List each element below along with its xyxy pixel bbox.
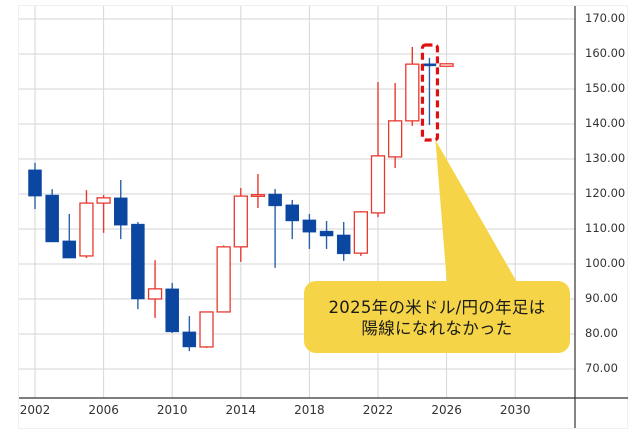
candle-body-down bbox=[285, 204, 299, 222]
callout-bubble bbox=[304, 281, 570, 353]
candle-body-down bbox=[45, 194, 59, 243]
callout-line-2: 陽線になれなかった bbox=[361, 319, 513, 338]
candle-body-up bbox=[387, 120, 403, 158]
x-tick-label: 2022 bbox=[362, 403, 394, 417]
y-tick-label: 170.00 bbox=[585, 11, 626, 25]
candle-body-up bbox=[233, 195, 248, 248]
y-tick-label: 110.00 bbox=[585, 221, 626, 235]
candle-body-down bbox=[336, 234, 351, 255]
x-tick-label: 2006 bbox=[88, 403, 119, 417]
y-tick-label: 80.00 bbox=[585, 326, 618, 340]
y-tick-label: 100.00 bbox=[585, 256, 626, 270]
x-tick-label: 2018 bbox=[294, 403, 325, 417]
x-tick-label: 2002 bbox=[19, 403, 51, 417]
candle-body-up bbox=[96, 197, 111, 204]
y-tick-label: 140.00 bbox=[585, 116, 626, 130]
candle-body-up bbox=[439, 63, 454, 67]
candle-body-up bbox=[147, 288, 163, 300]
candle-body-down bbox=[182, 331, 197, 348]
y-tick-label: 160.00 bbox=[585, 46, 626, 60]
callout-pointer bbox=[435, 140, 522, 290]
candle-body-up bbox=[199, 311, 214, 348]
candle-body-down bbox=[268, 193, 282, 207]
candle-body-up bbox=[250, 194, 266, 197]
candle-body-down bbox=[114, 197, 128, 226]
y-tick-label: 130.00 bbox=[585, 151, 626, 165]
x-tick-label: 2030 bbox=[499, 403, 531, 417]
candle-body-up bbox=[216, 246, 231, 313]
candle-body-down bbox=[319, 230, 334, 237]
candle-body-down bbox=[422, 63, 437, 67]
highlight-box-2025 bbox=[420, 43, 440, 142]
x-tick-label: 2010 bbox=[156, 403, 188, 417]
callout-line-1: 2025年の米ドル/円の年足は bbox=[328, 298, 546, 317]
y-tick-label: 120.00 bbox=[585, 186, 626, 200]
candle-body-up bbox=[370, 155, 386, 214]
candle-body-down bbox=[302, 219, 317, 233]
x-tick-label: 2014 bbox=[225, 403, 257, 417]
x-tick-label: 2026 bbox=[431, 403, 462, 417]
y-tick-label: 150.00 bbox=[585, 81, 626, 95]
callout-text: 2025年の米ドル/円の年足は 陽線になれなかった bbox=[304, 283, 570, 353]
candle-body-up bbox=[353, 211, 369, 254]
y-tick-label: 90.00 bbox=[585, 291, 618, 305]
candle-body-down bbox=[131, 223, 145, 300]
candle-body-up bbox=[79, 202, 94, 257]
candle-body-up bbox=[405, 63, 420, 122]
candle-body-down bbox=[62, 240, 77, 259]
candle-body-down bbox=[28, 169, 42, 197]
y-tick-label: 70.00 bbox=[585, 361, 618, 375]
candle-body-down bbox=[165, 288, 179, 333]
